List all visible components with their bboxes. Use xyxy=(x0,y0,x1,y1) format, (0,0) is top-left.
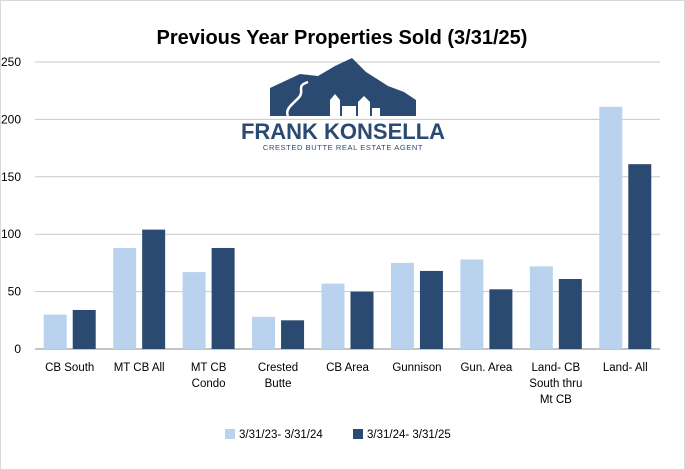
legend-label: 3/31/24- 3/31/25 xyxy=(367,429,451,441)
x-tick-label: CB Area xyxy=(326,362,369,374)
legend-swatch xyxy=(225,429,235,439)
x-tick-label-line: MT CB All xyxy=(114,362,165,374)
x-tick-label: Gun. Area xyxy=(460,362,512,374)
legend-swatch xyxy=(353,429,363,439)
bar-series-2 xyxy=(72,309,96,349)
logo-name: FRANK KONSELLA xyxy=(241,119,445,144)
x-tick-label: MT CB All xyxy=(114,362,165,374)
x-tick-label-line: Mt CB xyxy=(540,394,572,406)
mountain-icon xyxy=(270,58,416,116)
x-tick-label-line: MT CB xyxy=(191,362,227,374)
x-tick-label: Land- CB South thru Mt CB xyxy=(529,362,582,406)
x-tick-label-line: Condo xyxy=(192,378,226,390)
bar-series-2 xyxy=(281,320,305,349)
legend: 3/31/23- 3/31/24 3/31/24- 3/31/25 xyxy=(225,429,451,441)
bar-series-1 xyxy=(529,266,553,349)
x-tick-label: Crested Butte xyxy=(258,362,298,390)
x-tick-label-line: South thru xyxy=(529,378,582,390)
x-tick-label-line: CB South xyxy=(45,362,94,374)
x-tick-label: MT CB Condo xyxy=(191,362,227,390)
x-tick-label: Land- All xyxy=(603,362,648,374)
bar-series-1 xyxy=(321,283,345,349)
x-tick-label-line: CB Area xyxy=(326,362,369,374)
x-tick-label-line: Crested xyxy=(258,362,298,374)
bar-series-2 xyxy=(419,270,443,349)
bar-series-2 xyxy=(489,289,513,349)
brand-logo: FRANK KONSELLA CRESTED BUTTE REAL ESTATE… xyxy=(241,58,445,152)
town-buildings-icon xyxy=(330,94,380,116)
bar-series-1 xyxy=(599,106,623,349)
bar-series-1 xyxy=(182,272,206,349)
x-tick-label-line: Butte xyxy=(265,378,292,390)
x-tick-label-line: Land- All xyxy=(603,362,648,374)
bar-series-1 xyxy=(252,316,276,349)
x-tick-label: CB South xyxy=(45,362,94,374)
bar-series-1 xyxy=(460,259,484,349)
chart-title: Previous Year Properties Sold (3/31/25) xyxy=(157,27,528,49)
bar-series-2 xyxy=(211,247,235,349)
legend-label: 3/31/23- 3/31/24 xyxy=(239,429,323,441)
bar-series-1 xyxy=(43,314,67,349)
y-tick-label: 0 xyxy=(14,342,21,356)
bar-series-2 xyxy=(628,164,652,349)
bar-series xyxy=(43,106,652,349)
x-tick-label-line: Land- CB xyxy=(532,362,581,374)
bar-series-1 xyxy=(113,247,137,349)
bar-series-1 xyxy=(390,262,414,349)
bar-series-2 xyxy=(142,229,166,349)
logo-tagline: CRESTED BUTTE REAL ESTATE AGENT xyxy=(263,143,423,152)
x-tick-label-line: Gun. Area xyxy=(460,362,512,374)
y-tick-label: 150 xyxy=(1,170,21,184)
y-tick-label: 100 xyxy=(1,227,21,241)
bar-series-2 xyxy=(350,291,374,349)
y-tick-label: 50 xyxy=(8,285,22,299)
x-tick-label-line: Gunnison xyxy=(392,362,441,374)
x-tick-label: Gunnison xyxy=(392,362,441,374)
y-tick-label: 250 xyxy=(1,55,21,69)
bar-series-2 xyxy=(558,278,582,349)
road-icon xyxy=(285,80,309,117)
y-tick-label: 200 xyxy=(1,112,21,126)
y-axis-ticks: 0 50 100 150 200 250 xyxy=(1,55,21,356)
